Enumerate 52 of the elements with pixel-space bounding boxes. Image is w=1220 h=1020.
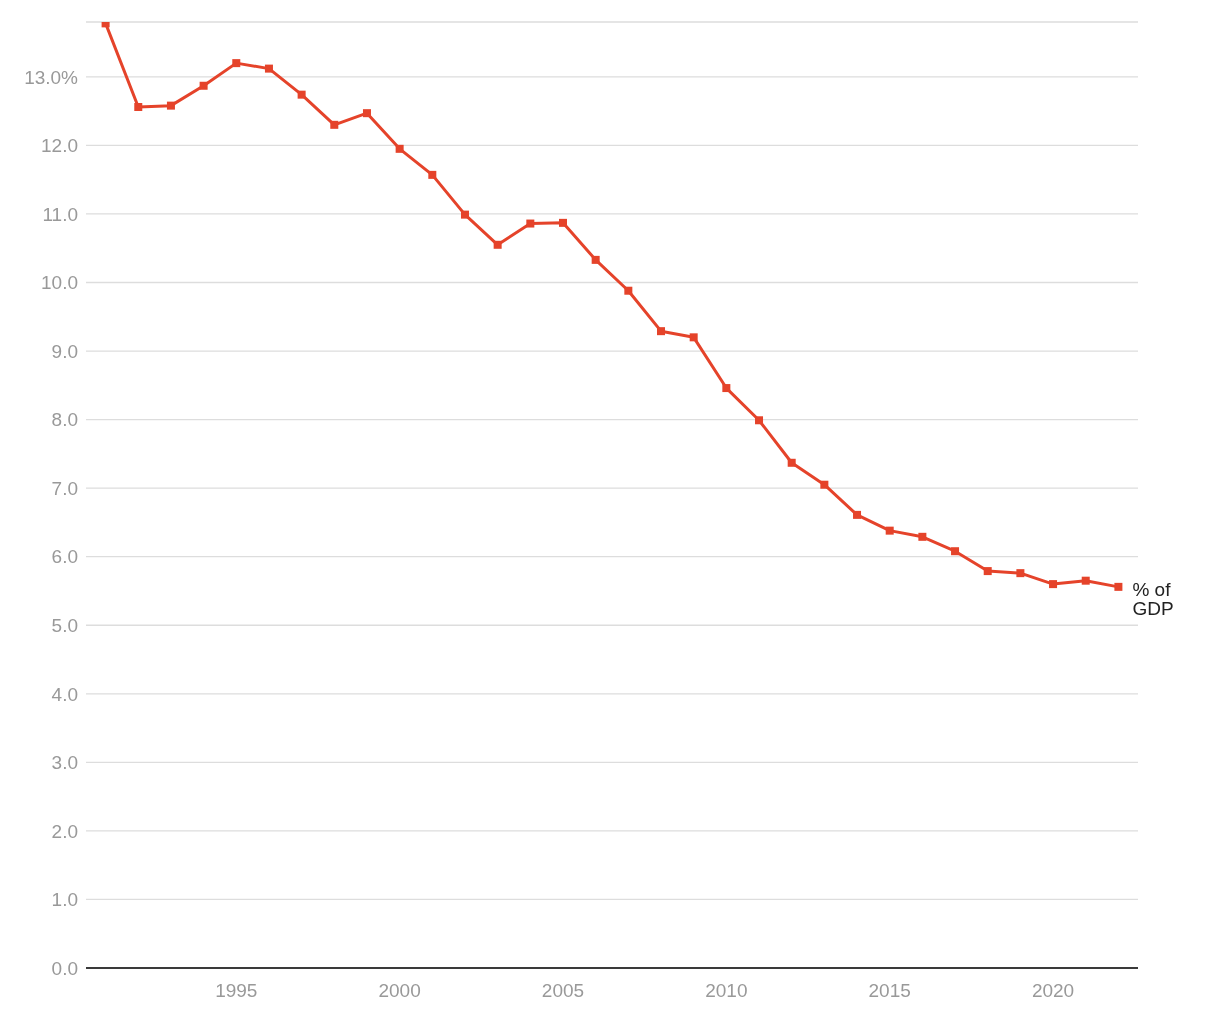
y-tick-label: 6.0 — [51, 546, 78, 568]
point — [624, 286, 633, 295]
point — [526, 219, 535, 228]
y-tick-label: 11.0 — [42, 203, 78, 225]
point — [657, 327, 666, 336]
point — [885, 526, 894, 535]
point — [918, 532, 927, 541]
point — [134, 103, 143, 111]
y-tick-label: 4.0 — [51, 683, 78, 705]
y-tick-label: 7.0 — [51, 477, 78, 499]
point — [297, 90, 306, 99]
y-tick-label: 1.0 — [51, 889, 78, 911]
point — [689, 333, 698, 342]
point — [166, 101, 175, 110]
x-tick-label: 2000 — [378, 980, 421, 1002]
y-tick-label: 9.0 — [51, 340, 78, 362]
y-tick-label: 0.0 — [51, 957, 78, 979]
point — [558, 218, 567, 227]
point — [951, 547, 960, 556]
point — [820, 480, 829, 489]
point — [1081, 576, 1090, 585]
y-tick-label: 13.0% — [24, 66, 79, 88]
y-tick-label: 12.0 — [41, 135, 78, 157]
point — [493, 240, 502, 249]
y-tick-label: 3.0 — [51, 752, 78, 774]
point — [1114, 582, 1123, 591]
point — [1016, 569, 1025, 578]
point — [1049, 580, 1058, 589]
point — [460, 210, 469, 219]
point — [722, 384, 731, 393]
point — [395, 144, 404, 153]
point — [787, 458, 796, 467]
point — [755, 416, 764, 425]
point — [983, 567, 992, 576]
y-tick-label: 8.0 — [51, 409, 78, 431]
y-tick-label: 5.0 — [51, 614, 78, 636]
y-tick-label: 10.0 — [41, 272, 78, 294]
point — [232, 59, 241, 68]
x-tick-label: 2010 — [705, 980, 748, 1002]
x-tick-label: 2005 — [541, 980, 585, 1002]
x-tick-label: 1995 — [215, 980, 258, 1002]
x-tick-label: 2020 — [1031, 980, 1075, 1002]
series-label: % of GDP — [1132, 579, 1174, 620]
x-tick-label: 2015 — [868, 980, 911, 1002]
point — [853, 510, 862, 519]
point — [428, 170, 437, 179]
y-tick-label: 2.0 — [51, 820, 78, 842]
point — [362, 109, 371, 118]
point — [199, 81, 208, 90]
point — [330, 120, 339, 129]
point — [264, 64, 273, 73]
point — [591, 255, 600, 264]
